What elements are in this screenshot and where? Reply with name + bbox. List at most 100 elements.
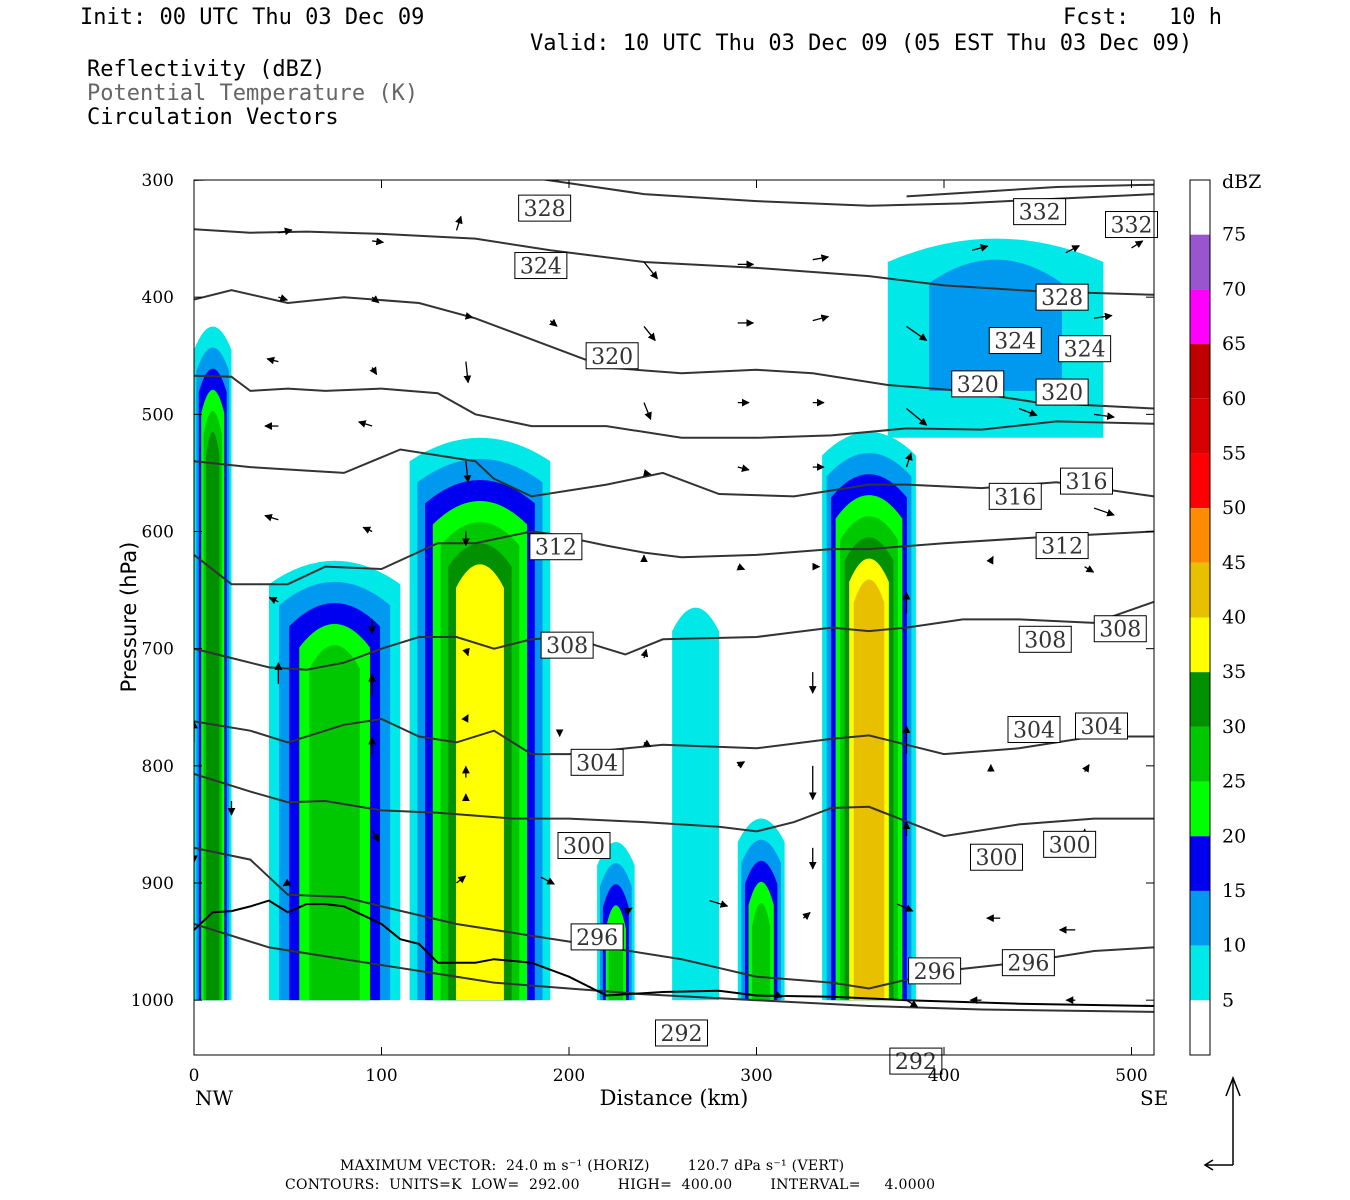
circulation-vector-8 <box>1065 245 1081 254</box>
circulation-vector-62 <box>1082 764 1090 773</box>
valid-time: Valid: 10 UTC Thu 03 Dec 09 (05 EST Thu … <box>530 31 1193 56</box>
contour-label-316: 316 <box>988 482 1042 510</box>
circulation-vector-25 <box>906 407 928 426</box>
circulation-vector-71 <box>456 875 467 884</box>
colorbar-bin-11 <box>1190 398 1210 454</box>
cell-mid1-band-5 <box>309 645 360 1001</box>
circulation-vector-47 <box>640 648 649 659</box>
contour-label-text: 300 <box>976 846 1018 871</box>
contour-label-text: 296 <box>914 960 956 985</box>
circulation-vector-26 <box>1018 407 1038 417</box>
contour-label-324: 324 <box>514 252 568 280</box>
colorbar-bin-6 <box>1190 672 1210 727</box>
contour-label-312: 312 <box>1035 532 1089 560</box>
circulation-vector-46 <box>462 647 470 657</box>
circulation-vector-32 <box>737 464 750 472</box>
contour-label-text: 320 <box>1041 381 1083 406</box>
circulation-vector-11 <box>370 295 380 304</box>
x-tick-label-400: 400 <box>928 1066 960 1086</box>
colorbar-title: dBZ <box>1222 171 1261 193</box>
circulation-vector-54 <box>642 739 652 748</box>
circulation-vector-31 <box>643 469 652 477</box>
theta-contour-316 <box>194 374 1154 439</box>
circulation-vector-52 <box>461 714 469 723</box>
x-tick-label-500: 500 <box>1115 1066 1147 1086</box>
circulation-vector-19 <box>266 356 279 365</box>
contour-label-text: 304 <box>576 751 618 776</box>
circulation-vector-7 <box>971 244 989 252</box>
colorbar-label-40: 40 <box>1222 607 1246 629</box>
colorbar-label-50: 50 <box>1222 497 1246 519</box>
contour-label-328: 328 <box>518 194 572 222</box>
circulation-vector-9 <box>1131 240 1144 249</box>
circulation-vector-59 <box>736 761 746 769</box>
circulation-vector-72 <box>540 876 556 885</box>
circulation-vector-44 <box>268 597 279 605</box>
forecast-hour: Fcst: 10 h <box>1063 5 1222 30</box>
circulation-vector-22 <box>643 402 652 421</box>
y-tick-label-500: 500 <box>142 405 174 425</box>
colorbar-label-20: 20 <box>1222 825 1246 847</box>
colorbar-bin-top <box>1190 180 1210 235</box>
circulation-vector-18 <box>1093 312 1113 321</box>
theta-contour-332 <box>906 183 1154 198</box>
circulation-vector-6 <box>812 254 830 262</box>
contour-label-text: 324 <box>1064 338 1106 363</box>
circulation-vector-40 <box>736 563 746 571</box>
contour-label-312: 312 <box>529 533 583 561</box>
colorbar-label-75: 75 <box>1222 224 1246 246</box>
contour-label-308: 308 <box>1018 625 1072 653</box>
colorbar-label-30: 30 <box>1222 716 1246 738</box>
circulation-vector-2 <box>455 215 463 231</box>
colorbar-frame <box>1189 179 1211 1056</box>
colorbar-bin-8 <box>1190 562 1210 618</box>
contour-label-text: 332 <box>1019 201 1061 226</box>
contour-label-text: 328 <box>524 197 566 222</box>
circulation-vector-70 <box>282 878 292 887</box>
contour-label-text: 320 <box>591 345 633 370</box>
circulation-vector-34 <box>905 452 913 468</box>
contour-label-332: 332 <box>1105 211 1158 239</box>
contour-label-316: 316 <box>1060 467 1113 495</box>
contour-label-320: 320 <box>585 342 639 370</box>
contour-label-text: 296 <box>576 926 618 951</box>
contour-label-304: 304 <box>570 748 624 776</box>
contour-label-304: 304 <box>1007 716 1061 744</box>
theta-contour-292 <box>194 846 1154 990</box>
circulation-vector-73 <box>623 907 633 916</box>
cell-small2-band-1 <box>672 607 719 1001</box>
y-tick-label-300: 300 <box>142 171 174 191</box>
x-tick-label-100: 100 <box>365 1066 397 1086</box>
x-tick-label-300: 300 <box>740 1066 772 1086</box>
max-vector-note: MAXIMUM VECTOR: 24.0 m s⁻¹ (HORIZ) 120.7… <box>340 1158 845 1174</box>
contour-label-296: 296 <box>1001 949 1055 977</box>
colorbar-bin-1 <box>1190 945 1210 1001</box>
contour-label-320: 320 <box>951 370 1005 398</box>
contour-label-text: 304 <box>1013 719 1055 744</box>
circulation-vector-74 <box>709 899 729 908</box>
y-tick-label-400: 400 <box>142 288 174 308</box>
colorbar-bin-13 <box>1190 289 1210 345</box>
circulation-vector-43 <box>1084 565 1095 573</box>
colorbar-label-35: 35 <box>1222 661 1246 683</box>
circulation-vector-12 <box>464 312 474 320</box>
circulation-vector-21 <box>463 361 472 384</box>
colorbar-bin-5 <box>1190 726 1210 782</box>
contour-label-text: 292 <box>895 1050 937 1075</box>
circulation-vector-36 <box>264 513 279 522</box>
circulation-vectors <box>194 215 1144 1008</box>
contour-label-328: 328 <box>1035 283 1089 311</box>
contour-label-300: 300 <box>557 832 611 860</box>
circulation-vector-30 <box>463 461 472 483</box>
circulation-vector-42 <box>986 555 994 565</box>
colorbar-label-10: 10 <box>1222 935 1246 957</box>
contour-label-text: 320 <box>957 373 999 398</box>
circulation-vector-14 <box>643 326 656 342</box>
colorbar-bin-4 <box>1190 781 1210 837</box>
contour-label-292: 292 <box>889 1047 943 1075</box>
circulation-vector-17 <box>906 325 928 341</box>
colorbar-label-25: 25 <box>1222 771 1246 793</box>
colorbar-bin-10 <box>1190 453 1210 509</box>
